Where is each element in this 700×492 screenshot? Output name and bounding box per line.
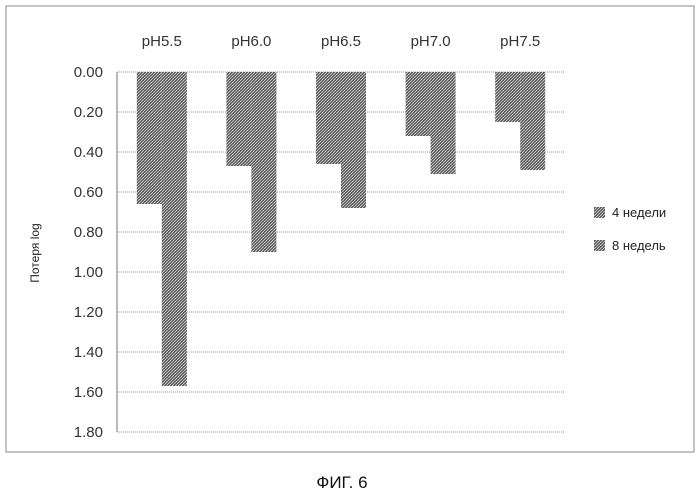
category-label: pH7.0 bbox=[411, 33, 451, 50]
y-tick-label: 1.20 bbox=[74, 304, 103, 321]
legend-swatch-series-1 bbox=[594, 207, 605, 218]
y-tick-labels: 0.00 0.20 0.40 0.60 0.80 1.00 1.20 1.40 1.60 1.80 bbox=[74, 64, 103, 441]
bar-pH7.0-series-2 bbox=[431, 72, 456, 174]
y-tick-label: 1.00 bbox=[74, 264, 103, 281]
category-label: pH6.0 bbox=[231, 33, 271, 50]
bar-pH6.0-series-2 bbox=[251, 72, 276, 252]
legend-label-series-1: 4 недели bbox=[612, 205, 666, 220]
bars bbox=[137, 72, 545, 386]
bar-pH5.5-series-2 bbox=[162, 72, 187, 386]
legend-swatch-series-2 bbox=[594, 240, 605, 251]
category-label: pH5.5 bbox=[142, 33, 182, 50]
y-tick-label: 1.60 bbox=[74, 384, 103, 401]
bar-pH6.0-series-1 bbox=[226, 72, 251, 166]
category-label: pH6.5 bbox=[321, 33, 361, 50]
legend: 4 недели 8 недель bbox=[594, 205, 666, 253]
y-tick-label: 1.80 bbox=[74, 424, 103, 441]
y-tick-label: 0.00 bbox=[74, 64, 103, 81]
y-tick-label: 0.80 bbox=[74, 224, 103, 241]
category-labels: pH5.5 pH6.0 pH6.5 pH7.0 pH7.5 bbox=[142, 33, 540, 50]
bar-pH6.5-series-2 bbox=[341, 72, 366, 208]
bar-pH7.5-series-1 bbox=[495, 72, 520, 122]
y-axis-label: Потеря log bbox=[28, 223, 42, 282]
figure-caption: ФИГ. 6 bbox=[316, 473, 367, 492]
bar-pH6.5-series-1 bbox=[316, 72, 341, 164]
bar-pH7.5-series-2 bbox=[520, 72, 545, 170]
y-tick-label: 1.40 bbox=[74, 344, 103, 361]
bar-pH7.0-series-1 bbox=[406, 72, 431, 136]
y-tick-label: 0.20 bbox=[74, 104, 103, 121]
y-tick-label: 0.40 bbox=[74, 144, 103, 161]
y-tick-label: 0.60 bbox=[74, 184, 103, 201]
bar-pH5.5-series-1 bbox=[137, 72, 162, 204]
legend-label-series-2: 8 недель bbox=[612, 238, 666, 253]
category-label: pH7.5 bbox=[500, 33, 540, 50]
